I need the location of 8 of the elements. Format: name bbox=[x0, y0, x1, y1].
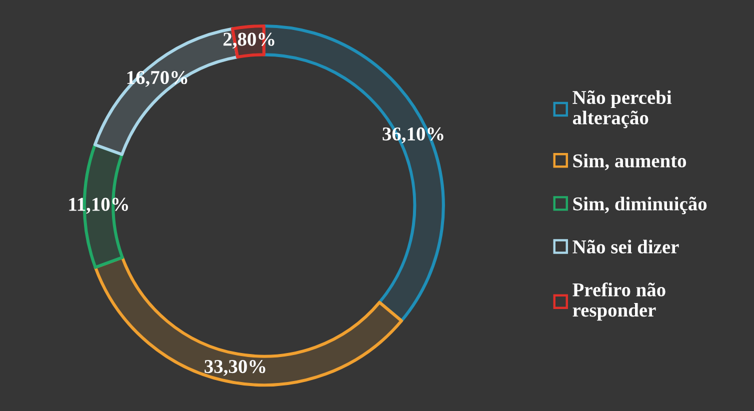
data-label: 33,30% bbox=[204, 360, 266, 376]
legend-label: Não sei dizer bbox=[572, 240, 679, 254]
legend-label: Não percebi alteração bbox=[572, 90, 672, 128]
data-label: 11,10% bbox=[69, 198, 128, 214]
data-label: 36,10% bbox=[382, 127, 444, 144]
legend-label: Sim, aumento bbox=[573, 154, 686, 170]
legend-label: Prefiro não responder bbox=[572, 282, 666, 321]
legend-label: Sim, diminuição bbox=[573, 196, 707, 214]
